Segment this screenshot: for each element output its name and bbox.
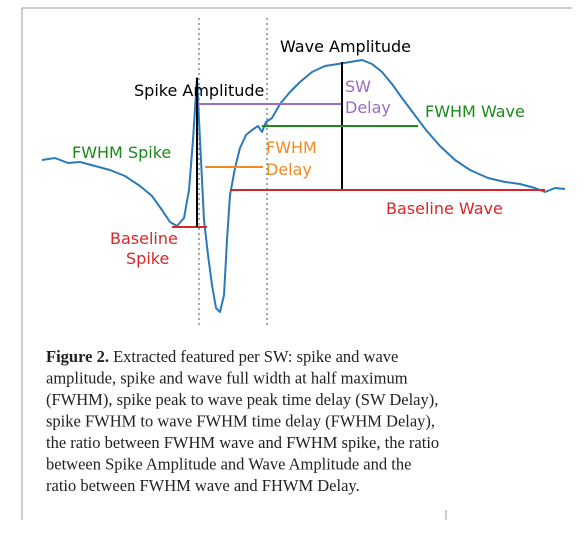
caption-line: spike FWHM to wave FWHM time delay (FWHM… (46, 412, 435, 431)
measure-lines (172, 62, 545, 228)
caption-text: Extracted featured per SW: spike and wav… (109, 347, 398, 366)
dotted-guides (198, 18, 268, 328)
label: FWHM (266, 138, 317, 157)
label: Delay (345, 98, 391, 117)
label: FWHM Spike (72, 143, 171, 162)
frame (21, 7, 572, 520)
caption-line: amplitude, spike and wave full width at … (46, 369, 408, 388)
caption-line: between Spike Amplitude and Wave Amplitu… (46, 455, 411, 474)
label: Delay (266, 160, 312, 179)
label: Spike (126, 249, 169, 268)
label: Spike Amplitude (134, 81, 264, 100)
caption-line: (FWHM), spike peak to wave peak time del… (46, 390, 438, 409)
caption-label: Figure 2. (46, 347, 109, 366)
label: Baseline (110, 229, 178, 248)
label: Wave Amplitude (280, 37, 411, 56)
signal-curve (41, 59, 566, 313)
label: SW (345, 77, 371, 96)
caption-line: ratio between FWHM wave and FHWM Delay. (46, 476, 360, 495)
caption: Figure 2. Extracted featured per SW: spi… (46, 347, 439, 495)
label: FWHM Wave (425, 102, 525, 121)
caption-line: the ratio between FWHM wave and FWHM spi… (46, 433, 439, 452)
caption-line: Figure 2. Extracted featured per SW: spi… (46, 347, 398, 366)
label: Baseline Wave (386, 199, 503, 218)
annotations: Wave Amplitude Spike Amplitude SW Delay … (72, 37, 525, 268)
